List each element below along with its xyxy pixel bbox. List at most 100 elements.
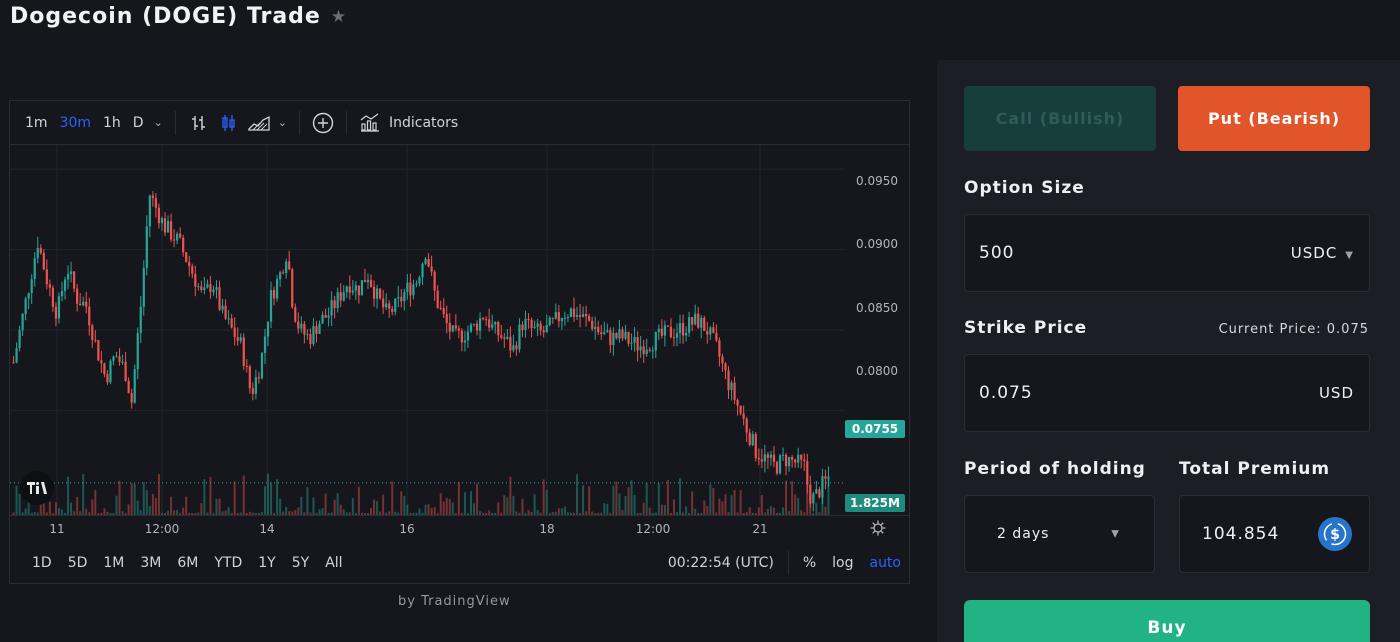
volume-bar: [167, 510, 170, 515]
volume-bar: [339, 504, 342, 515]
candle-body: [824, 476, 827, 479]
range-ytd[interactable]: YTD: [214, 554, 243, 571]
trade-panel: Call (Bullish) Put (Bearish) Option Size…: [937, 60, 1400, 642]
candle-body: [515, 345, 518, 350]
candle-body: [730, 382, 733, 390]
volume-bar: [679, 477, 682, 515]
tradingview-chart[interactable]: 1m 30m 1h D ⌄ ⌄ Indicators: [9, 100, 910, 584]
strike-price-input[interactable]: 0.075: [979, 383, 1033, 403]
candle-body: [51, 287, 54, 307]
toolbar-divider: [787, 550, 789, 575]
range-1d[interactable]: 1D: [32, 554, 52, 571]
candle-body: [821, 476, 824, 498]
candle-body: [615, 332, 618, 339]
candle-body: [536, 323, 539, 327]
volume-bar: [521, 498, 524, 515]
star-icon[interactable]: ★: [330, 6, 348, 27]
candle-body: [300, 323, 303, 329]
timeframe-30m[interactable]: 30m: [59, 114, 91, 131]
volume-bar: [21, 512, 24, 515]
strike-price-field[interactable]: 0.075 USD: [964, 354, 1370, 432]
range-6m[interactable]: 6M: [177, 554, 199, 571]
candle-body: [257, 377, 261, 379]
range-1m[interactable]: 1M: [103, 554, 125, 571]
candle-body: [775, 461, 779, 474]
candle-body: [506, 336, 509, 339]
candle-body: [497, 322, 500, 336]
volume-bar: [557, 508, 560, 515]
currency-select[interactable]: USDC ▼: [1291, 244, 1354, 262]
period-select[interactable]: 2 days ▼: [964, 495, 1155, 573]
add-compare-icon[interactable]: [310, 110, 336, 136]
candle-body: [45, 269, 48, 285]
candle-body: [791, 456, 794, 460]
candle-body: [127, 380, 130, 394]
volume-bar: [230, 512, 233, 515]
candle-body: [485, 319, 488, 321]
candle-body: [545, 325, 548, 333]
candle-body: [594, 326, 597, 329]
volume-bar: [418, 508, 421, 515]
gear-icon[interactable]: [870, 520, 886, 539]
call-bullish-button[interactable]: Call (Bullish): [964, 86, 1156, 151]
volume-bar: [448, 498, 451, 515]
option-size-field[interactable]: 500 USDC ▼: [964, 214, 1370, 292]
candle-body: [563, 317, 567, 319]
option-size-input[interactable]: 500: [979, 243, 1015, 263]
percent-scale-toggle[interactable]: %: [802, 554, 817, 571]
volume-bar: [772, 507, 775, 515]
range-3m[interactable]: 3M: [140, 554, 162, 571]
volume-bar: [415, 512, 418, 515]
candle-body: [569, 308, 573, 317]
candle-body: [442, 307, 445, 315]
chevron-down-icon[interactable]: ⌄: [153, 116, 163, 129]
toolbar-divider: [299, 110, 300, 135]
volume-bar: [688, 512, 691, 515]
volume-bar: [267, 473, 270, 515]
utc-clock[interactable]: 00:22:54 (UTC): [667, 554, 774, 571]
bar-chart-type-icon[interactable]: [186, 110, 212, 136]
volume-bar: [457, 481, 460, 515]
volume-bar: [82, 474, 85, 515]
chevron-down-icon[interactable]: ⌄: [277, 116, 287, 129]
timeframe-d[interactable]: D: [132, 114, 144, 131]
candle-body: [409, 282, 412, 296]
timeframe-1h[interactable]: 1h: [103, 114, 121, 131]
candle-body: [91, 325, 94, 340]
tradingview-attribution[interactable]: by TradingView: [398, 594, 511, 609]
timeframe-1m[interactable]: 1m: [25, 114, 48, 131]
volume-bar: [360, 512, 363, 515]
tradingview-logo[interactable]: [20, 471, 54, 505]
volume-bar: [282, 511, 285, 515]
volume-bar: [748, 507, 751, 515]
range-5y[interactable]: 5Y: [291, 554, 310, 571]
range-5d[interactable]: 5D: [67, 554, 88, 571]
volume-bar: [409, 512, 412, 515]
price-plot[interactable]: [10, 145, 845, 515]
volume-bar: [24, 508, 27, 515]
volume-bar: [64, 512, 67, 515]
auto-scale-toggle[interactable]: auto: [869, 554, 901, 571]
indicators-button[interactable]: Indicators: [389, 114, 459, 131]
volume-bar: [73, 511, 76, 515]
indicators-icon[interactable]: [357, 110, 383, 136]
volume-bar: [133, 483, 136, 515]
range-all[interactable]: All: [325, 554, 343, 571]
candle-body: [482, 318, 485, 320]
put-bearish-button[interactable]: Put (Bearish): [1178, 86, 1370, 151]
log-scale-toggle[interactable]: log: [832, 554, 854, 571]
candle-body: [763, 454, 766, 462]
candle-body: [757, 458, 760, 460]
candle-body: [385, 303, 388, 308]
volume-bar: [645, 483, 648, 515]
buy-button[interactable]: Buy: [964, 600, 1370, 642]
volume-bar: [154, 497, 157, 515]
candles-chart-type-icon[interactable]: [216, 110, 242, 136]
range-1y[interactable]: 1Y: [258, 554, 276, 571]
volume-bar: [515, 511, 518, 515]
candle-body: [469, 324, 473, 332]
volume-bar: [497, 502, 500, 515]
price-tick: 0.0800: [856, 364, 898, 378]
candle-body: [412, 284, 415, 296]
area-chart-type-icon[interactable]: [246, 110, 272, 136]
